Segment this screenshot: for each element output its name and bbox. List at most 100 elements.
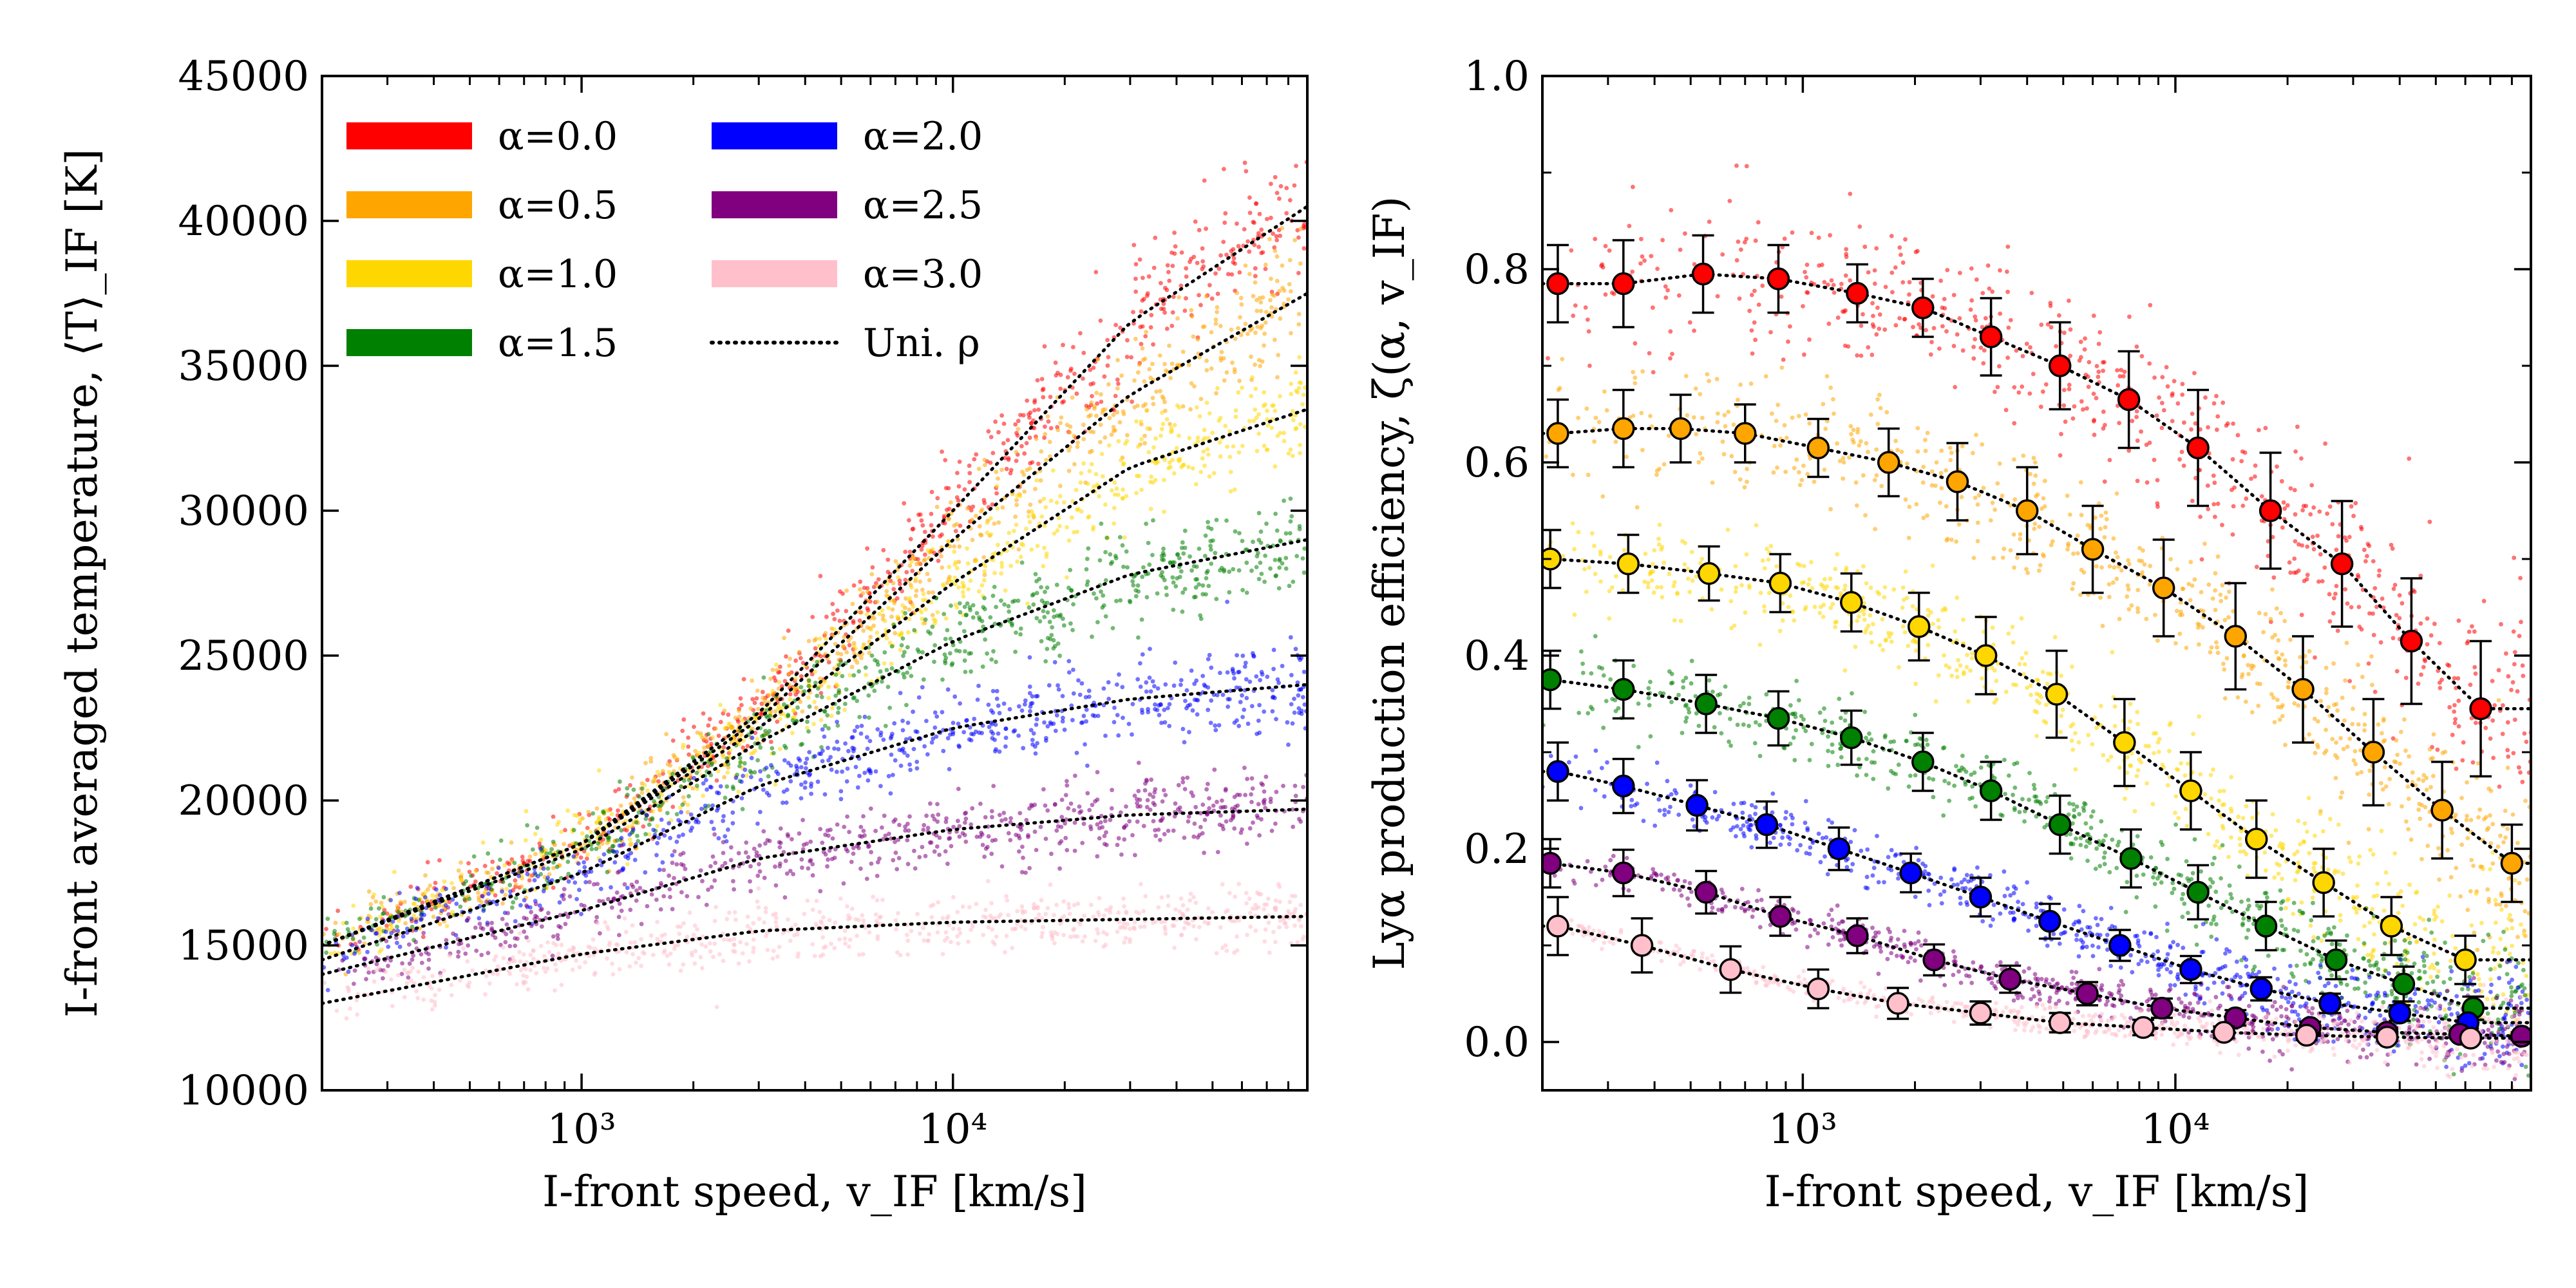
- scatter-point: [1153, 828, 1157, 833]
- scatter-point: [712, 942, 717, 946]
- scatter-point: [1025, 468, 1030, 473]
- scatter-point: [748, 889, 753, 894]
- scatter-point: [947, 836, 951, 841]
- scatter-point: [1081, 437, 1086, 442]
- scatter-point: [2155, 501, 2160, 506]
- scatter-point: [1044, 554, 1049, 559]
- scatter-point: [1289, 893, 1294, 898]
- scatter-point: [875, 936, 880, 942]
- scatter-point: [639, 963, 643, 969]
- scatter-point: [538, 846, 543, 851]
- scatter-point: [1179, 569, 1184, 574]
- scatter-point: [860, 913, 865, 918]
- scatter-point: [748, 768, 753, 773]
- scatter-point: [1071, 602, 1075, 607]
- scatter-point: [832, 617, 837, 621]
- scatter-point: [930, 612, 935, 618]
- scatter-point: [788, 779, 793, 784]
- scatter-point: [850, 601, 855, 607]
- scatter-point: [1104, 932, 1109, 937]
- scatter-point: [836, 706, 841, 710]
- scatter-point: [896, 837, 901, 842]
- scatter-point: [983, 846, 989, 851]
- scatter-point: [972, 716, 977, 721]
- scatter-point: [1017, 836, 1022, 840]
- scatter-point: [1227, 429, 1232, 434]
- left-axes: 1000015000200002500030000350004000045000…: [178, 53, 1309, 1153]
- scatter-point: [657, 867, 662, 873]
- scatter-point: [891, 773, 895, 777]
- scatter-point: [1133, 261, 1139, 267]
- scatter-point: [362, 956, 366, 961]
- scatter-point: [1278, 539, 1283, 544]
- scatter-point: [1273, 464, 1278, 469]
- scatter-point: [1145, 798, 1150, 802]
- scatter-point: [2006, 325, 2011, 330]
- scatter-point: [1893, 265, 1898, 270]
- scatter-point: [1099, 451, 1104, 457]
- scatter-point: [1256, 511, 1262, 516]
- scatter-point: [496, 866, 501, 871]
- scatter-point: [1258, 300, 1264, 305]
- scatter-point: [1186, 819, 1191, 824]
- scatter-point: [1195, 435, 1200, 440]
- scatter-point: [1262, 902, 1267, 907]
- scatter-point: [799, 685, 804, 690]
- scatter-point: [786, 629, 791, 633]
- scatter-point: [741, 773, 745, 779]
- scatter-point: [917, 855, 922, 860]
- scatter-point: [1031, 418, 1036, 423]
- scatter-point: [553, 988, 557, 993]
- scatter-point: [773, 883, 779, 888]
- scatter-point: [1090, 462, 1094, 467]
- scatter-point: [967, 463, 972, 468]
- scatter-point: [975, 697, 980, 702]
- scatter-point: [1124, 494, 1129, 498]
- scatter-point: [1874, 332, 1879, 337]
- scatter-point: [934, 844, 940, 849]
- scatter-point: [878, 730, 884, 735]
- scatter-point: [1180, 349, 1186, 354]
- scatter-point: [1232, 676, 1236, 681]
- scatter-point: [1008, 820, 1013, 825]
- legend-swatch: [346, 260, 472, 287]
- scatter-point: [748, 927, 753, 932]
- scatter-point: [1271, 231, 1275, 236]
- scatter-point: [718, 784, 723, 789]
- scatter-point: [1115, 410, 1120, 415]
- scatter-point: [1182, 587, 1188, 591]
- scatter-point: [1170, 323, 1175, 328]
- scatter-point: [1113, 323, 1118, 327]
- scatter-point: [562, 842, 566, 846]
- scatter-point: [2287, 560, 2292, 565]
- scatter-point: [1097, 836, 1102, 841]
- scatter-point: [841, 644, 846, 649]
- scatter-point: [868, 634, 873, 639]
- scatter-point: [1220, 945, 1225, 951]
- scatter-point: [1215, 693, 1220, 697]
- scatter-point: [1204, 368, 1209, 373]
- scatter-point: [537, 903, 542, 908]
- scatter-point: [1014, 502, 1019, 507]
- scatter-point: [987, 724, 992, 730]
- scatter-point: [324, 927, 328, 931]
- scatter-point: [1031, 602, 1036, 607]
- scatter-point: [538, 943, 544, 949]
- scatter-point: [531, 949, 536, 953]
- scatter-point: [793, 922, 798, 927]
- scatter-point: [776, 703, 781, 708]
- scatter-point: [1278, 431, 1283, 435]
- scatter-point: [1061, 500, 1066, 505]
- scatter-point: [1160, 410, 1164, 415]
- scatter-point: [572, 813, 577, 818]
- scatter-point: [955, 471, 960, 475]
- scatter-point: [982, 596, 987, 601]
- scatter-point: [655, 936, 660, 942]
- scatter-point: [1218, 323, 1223, 328]
- scatter-point: [826, 726, 831, 731]
- scatter-point: [951, 824, 956, 829]
- scatter-point: [819, 654, 823, 659]
- scatter-point: [1018, 413, 1023, 417]
- scatter-point: [933, 643, 938, 648]
- scatter-point: [2371, 559, 2376, 564]
